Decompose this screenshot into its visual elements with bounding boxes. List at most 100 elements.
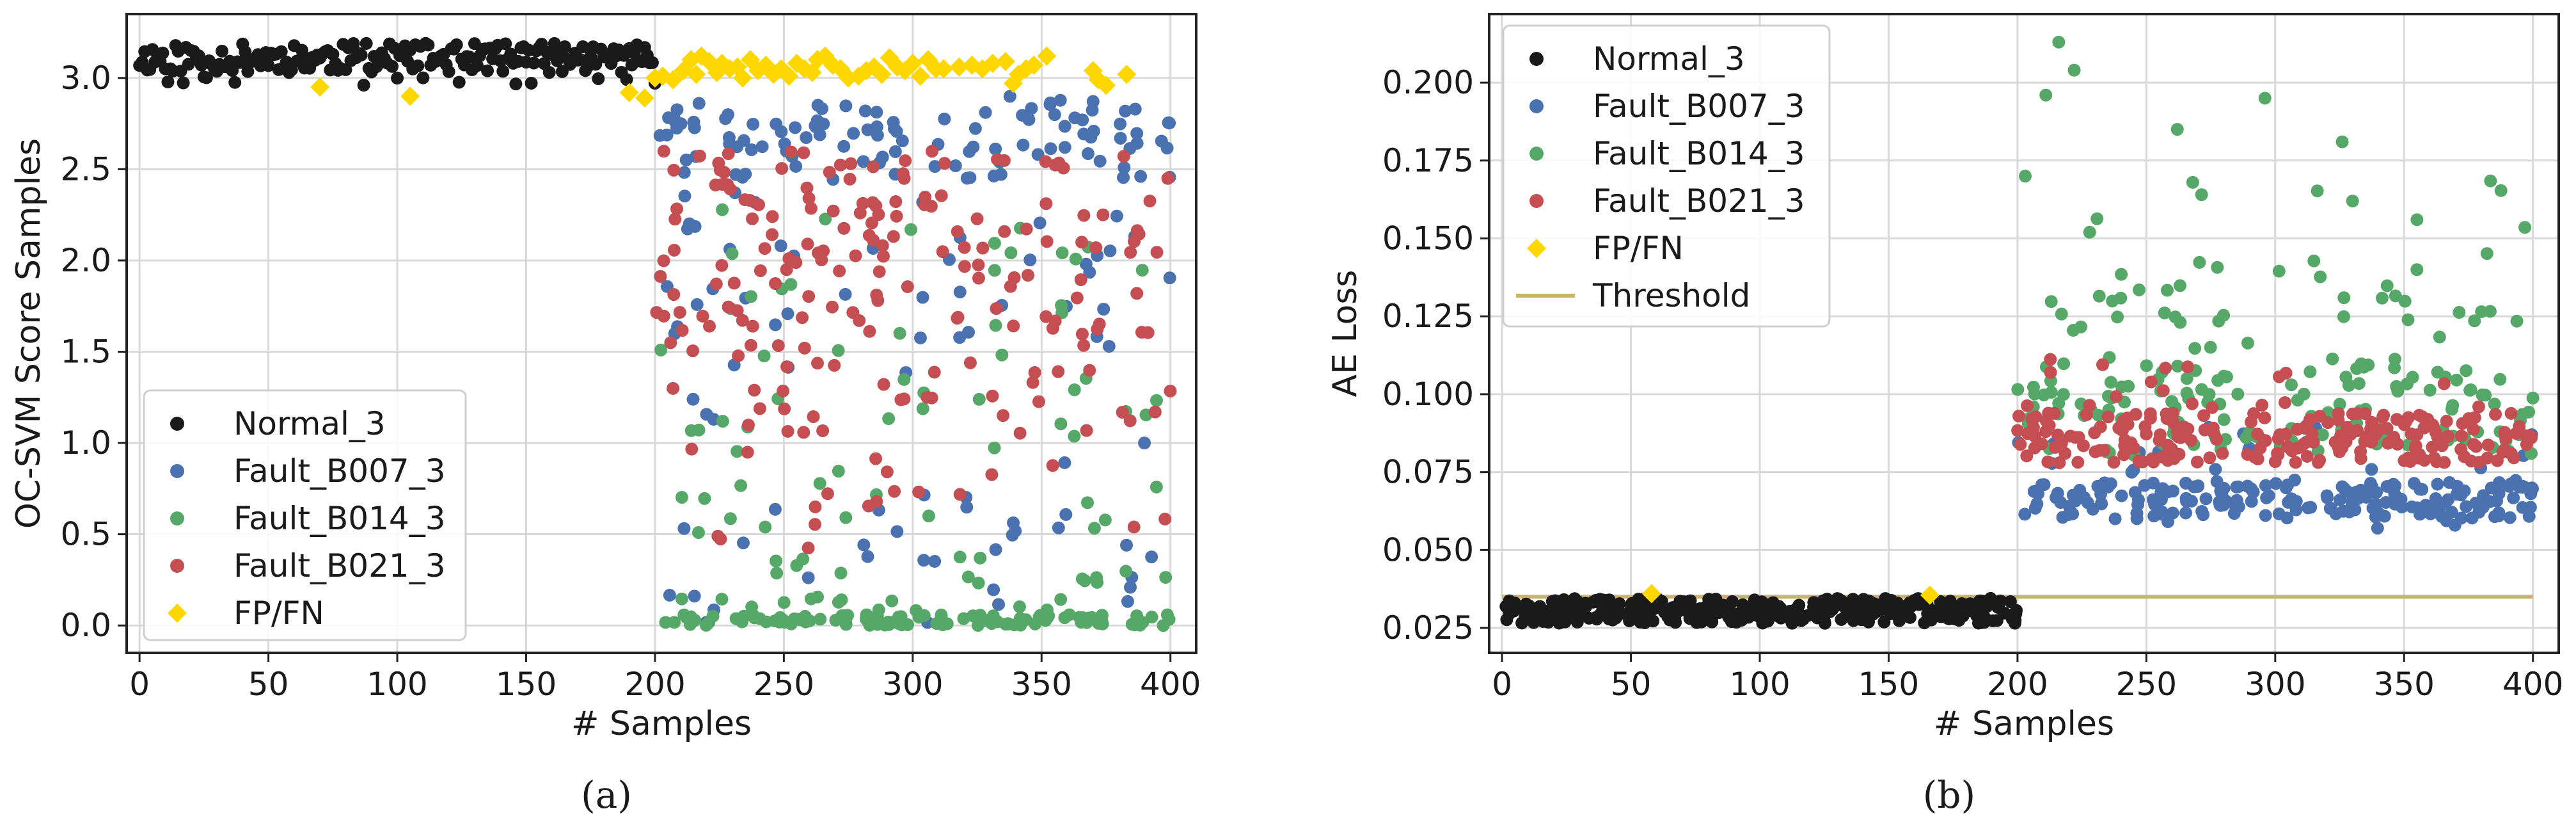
data-point-b007 (2460, 500, 2473, 513)
data-point-b007 (670, 122, 684, 135)
data-point-b007 (683, 217, 696, 230)
data-point-normal (1602, 613, 1616, 626)
data-point-b007 (2438, 497, 2452, 511)
data-point-b007 (1114, 117, 1127, 131)
data-point-b014 (2057, 357, 2071, 371)
data-point-b014 (839, 511, 853, 524)
data-point-b014 (2067, 63, 2081, 77)
data-point-b021 (888, 485, 901, 498)
data-point-b021 (877, 378, 890, 391)
data-point-b007 (1052, 521, 1065, 534)
data-point-b014 (659, 616, 672, 629)
data-point-b014 (995, 348, 1009, 362)
data-point-b021 (834, 158, 847, 172)
data-point-b021 (2039, 414, 2053, 428)
data-point-fpfn (310, 77, 330, 97)
data-point-b014 (813, 477, 826, 490)
data-point-b021 (798, 341, 811, 355)
data-point-normal (1614, 607, 1627, 620)
data-point-b021 (2216, 447, 2229, 460)
data-point-normal (1849, 595, 1863, 609)
data-point-b007 (800, 131, 813, 144)
data-point-b014 (2090, 212, 2104, 225)
data-point-fpfn (1641, 584, 1661, 604)
data-point-b007 (2321, 491, 2334, 504)
data-point-normal (1773, 609, 1787, 622)
data-point-b014 (2115, 268, 2128, 281)
legend-marker-b007 (170, 464, 184, 478)
legend-label-threshold: Threshold (1592, 277, 1750, 314)
data-point-b007 (1016, 138, 1030, 152)
data-point-b007 (2115, 489, 2128, 502)
data-point-b014 (1150, 480, 1163, 493)
data-point-b021 (1070, 291, 1084, 305)
data-point-normal (452, 76, 466, 89)
data-point-b021 (2058, 447, 2072, 460)
data-point-normal (1994, 594, 2007, 607)
data-point-normal (1984, 591, 1997, 605)
data-point-b014 (2460, 364, 2473, 378)
data-point-b007 (1117, 171, 1130, 184)
data-point-b021 (2185, 397, 2199, 410)
data-point-b021 (1161, 172, 1174, 185)
data-point-b007 (2241, 479, 2254, 493)
panel-b-y-axis-label: AE Loss (1326, 269, 1364, 397)
panel-a-legend-box (143, 389, 467, 641)
x-tick-label: 150 (1858, 666, 1919, 703)
data-point-b021 (716, 178, 729, 191)
data-point-b007 (857, 155, 870, 168)
data-point-b007 (839, 287, 852, 301)
y-tick-label: 0.100 (1382, 376, 1474, 413)
data-point-b014 (2311, 184, 2324, 198)
data-point-b007 (700, 408, 713, 421)
data-point-b014 (773, 615, 787, 629)
data-point-b021 (2167, 415, 2180, 429)
data-point-b021 (853, 314, 866, 327)
data-point-b014 (716, 203, 729, 216)
data-point-b021 (712, 156, 725, 170)
data-point-normal (233, 56, 247, 69)
data-point-normal (1894, 607, 1908, 621)
data-point-normal (1764, 608, 1777, 621)
data-point-b021 (2012, 410, 2025, 423)
data-point-b021 (2398, 418, 2411, 431)
data-point-b014 (811, 590, 825, 604)
data-point-b014 (2488, 397, 2501, 411)
data-point-b007 (2507, 491, 2520, 504)
data-point-b007 (1087, 124, 1100, 138)
data-point-b014 (2204, 341, 2217, 354)
data-point-b021 (2251, 453, 2264, 466)
data-point-b021 (748, 383, 761, 397)
data-point-b007 (690, 298, 704, 311)
data-point-b021 (1074, 273, 1087, 287)
data-point-b021 (807, 410, 820, 424)
data-point-b021 (2029, 410, 2043, 424)
data-point-b007 (2428, 497, 2441, 510)
data-point-b007 (1163, 116, 1176, 130)
data-point-b014 (2307, 254, 2321, 268)
data-point-b021 (901, 280, 914, 293)
data-point-fpfn (949, 57, 969, 77)
data-point-normal (1990, 614, 2003, 627)
data-point-b014 (2518, 221, 2532, 234)
data-point-b021 (976, 241, 990, 255)
data-point-b014 (910, 604, 923, 617)
data-point-b007 (1023, 253, 1037, 267)
data-point-b014 (725, 247, 739, 261)
y-tick-label: 0.125 (1382, 298, 1474, 335)
data-point-b021 (732, 349, 745, 362)
data-point-b007 (1097, 303, 1110, 316)
data-point-b021 (667, 381, 680, 395)
data-point-b007 (688, 121, 701, 134)
legend-marker-b014 (1529, 147, 1544, 161)
data-point-b021 (696, 309, 709, 323)
data-point-b007 (2054, 495, 2067, 509)
data-point-fpfn (619, 83, 639, 102)
data-point-b021 (800, 181, 814, 195)
data-point-b007 (2516, 501, 2529, 514)
data-point-b014 (2158, 306, 2171, 319)
data-point-b014 (832, 344, 845, 357)
data-point-normal (576, 40, 590, 54)
data-point-b007 (1025, 102, 1038, 115)
data-point-b007 (1044, 142, 1057, 156)
